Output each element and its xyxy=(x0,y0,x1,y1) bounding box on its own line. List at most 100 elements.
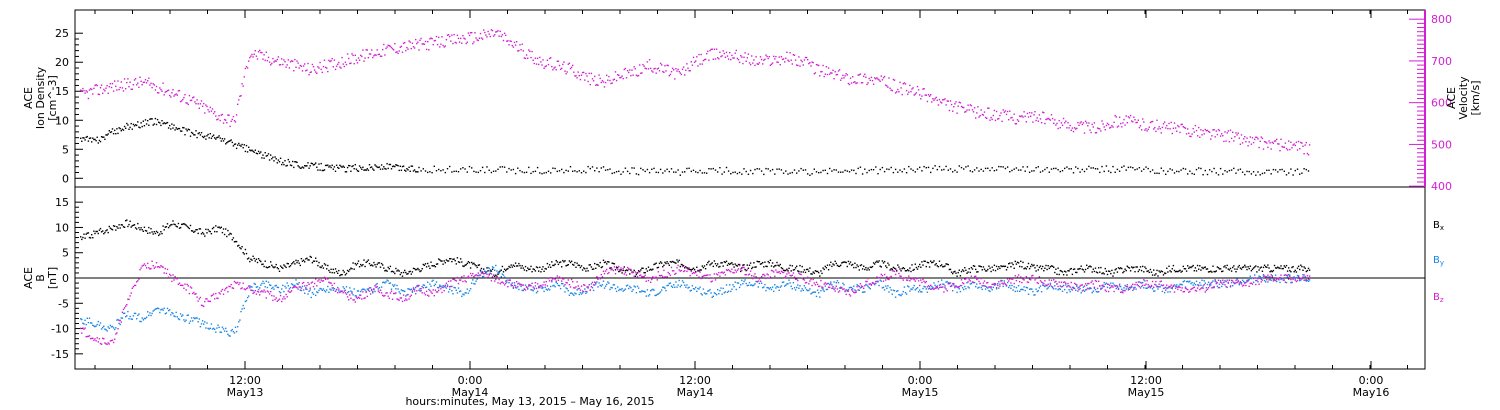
density-point xyxy=(855,172,857,175)
density-point xyxy=(1070,168,1072,170)
velocity-point xyxy=(831,72,833,74)
bz-point xyxy=(184,283,186,285)
by-point xyxy=(729,284,731,286)
velocity-point xyxy=(599,77,601,80)
velocity-point xyxy=(878,79,880,81)
by-point xyxy=(417,284,419,287)
bz-point xyxy=(512,286,515,288)
density-point xyxy=(196,136,198,139)
density-point xyxy=(1127,166,1130,169)
bx-point xyxy=(189,224,192,227)
velocity-point xyxy=(1162,123,1165,125)
bx-point xyxy=(1128,267,1131,269)
bz-point xyxy=(249,287,251,289)
bz-point xyxy=(328,281,330,283)
velocity-point xyxy=(1203,133,1205,135)
density-point xyxy=(894,168,897,171)
by-point xyxy=(913,284,915,287)
by-point xyxy=(1294,277,1296,280)
velocity-point xyxy=(428,49,430,51)
velocity-point xyxy=(256,58,259,60)
density-point xyxy=(170,128,172,130)
density-point xyxy=(237,144,239,146)
bx-point xyxy=(913,268,915,271)
bz-point xyxy=(91,337,93,340)
bz-point xyxy=(264,291,266,293)
by-point xyxy=(498,272,500,274)
x-tick-time: 0:00 xyxy=(908,374,933,387)
velocity-point xyxy=(1282,146,1284,148)
by-point xyxy=(328,291,330,293)
bz-point xyxy=(133,284,136,287)
bx-point xyxy=(158,234,160,237)
bx-point xyxy=(671,260,674,263)
by-point xyxy=(1222,283,1224,285)
by-point xyxy=(349,287,351,289)
bz-point xyxy=(380,292,383,294)
bz-point xyxy=(754,273,756,275)
bz-point xyxy=(256,290,259,293)
by-point xyxy=(281,288,283,290)
by-point xyxy=(1195,280,1198,282)
bx-point xyxy=(1234,268,1236,270)
velocity-point xyxy=(199,103,202,105)
bx-point xyxy=(625,269,628,271)
velocity-point xyxy=(921,95,923,97)
bx-point xyxy=(1132,267,1134,269)
velocity-point xyxy=(690,61,692,63)
velocity-point xyxy=(209,106,211,109)
velocity-point xyxy=(483,29,485,31)
by-point xyxy=(1285,281,1288,284)
bx-point xyxy=(273,266,275,269)
density-point xyxy=(380,164,383,166)
by-point xyxy=(500,276,502,278)
by-point xyxy=(736,282,739,284)
bx-point xyxy=(891,268,893,270)
by-point xyxy=(779,286,781,288)
bz-point xyxy=(586,286,588,288)
density-point xyxy=(277,159,280,161)
by-point xyxy=(1210,284,1212,286)
velocity-point xyxy=(121,87,124,89)
velocity-point xyxy=(963,106,965,109)
velocity-point xyxy=(435,35,438,38)
velocity-point xyxy=(300,65,303,67)
density-point xyxy=(320,162,322,165)
bx-point xyxy=(1011,262,1013,264)
bx-point xyxy=(487,270,489,272)
density-point xyxy=(232,145,235,147)
by-point xyxy=(518,288,520,291)
bx-point xyxy=(790,270,792,272)
bx-point xyxy=(546,262,549,265)
bx-point xyxy=(312,260,315,262)
bx-point xyxy=(333,272,336,274)
by-point xyxy=(1257,281,1259,283)
bz-point xyxy=(618,265,620,268)
by-point xyxy=(477,274,479,277)
bx-point xyxy=(1250,270,1253,272)
bz-point xyxy=(595,283,597,285)
by-point xyxy=(911,288,913,291)
by-point xyxy=(899,294,901,296)
density-point xyxy=(1230,169,1233,171)
density-point xyxy=(844,169,846,172)
density-point xyxy=(1272,168,1275,171)
by-point xyxy=(688,286,690,288)
bx-point xyxy=(1040,268,1043,270)
by-point xyxy=(1155,284,1157,286)
bx-point xyxy=(1118,267,1121,270)
bz-point xyxy=(391,298,394,300)
bz-point xyxy=(478,276,481,279)
density-point xyxy=(534,170,537,172)
bz-point xyxy=(594,281,596,283)
density-point xyxy=(353,168,355,170)
by-point xyxy=(573,294,575,296)
bx-point xyxy=(424,263,427,265)
bx-point xyxy=(429,267,431,269)
by-point xyxy=(210,323,213,325)
by-point xyxy=(939,286,942,288)
bx-point xyxy=(825,267,828,269)
bx-point xyxy=(357,260,360,262)
by-point xyxy=(282,284,284,287)
